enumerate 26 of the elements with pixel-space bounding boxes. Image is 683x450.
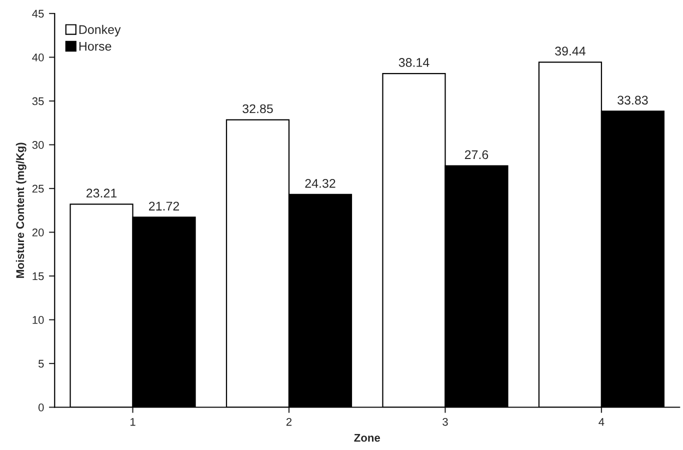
legend-label: Donkey <box>79 24 121 36</box>
y-tick-label: 5 <box>38 360 44 368</box>
y-tick-label: 10 <box>32 316 44 324</box>
y-tick-label: 25 <box>32 184 44 193</box>
x-tick-label: 3 <box>442 418 448 426</box>
x-tick-label: 2 <box>286 418 292 426</box>
y-tick-label: 40 <box>32 54 44 62</box>
x-tick-label: 1 <box>130 418 136 426</box>
data-label: 27.6 <box>464 150 488 160</box>
y-tick-label: 15 <box>32 272 44 280</box>
y-tick-label: 45 <box>32 10 44 18</box>
data-label: 21.72 <box>148 202 180 210</box>
x-axis-title: Zone <box>354 434 380 442</box>
legend-label: Horse <box>79 42 112 51</box>
x-tick-label: 4 <box>598 418 604 426</box>
y-axis-title: Moisture Content (mg/Kg) <box>16 142 26 278</box>
data-label: 24.32 <box>305 178 336 188</box>
data-label: 33.83 <box>618 96 648 105</box>
data-label: 32.85 <box>242 104 273 114</box>
y-tick-label: 0 <box>38 404 44 412</box>
y-tick-label: 35 <box>32 97 44 106</box>
data-label: 38.14 <box>398 58 430 67</box>
data-label: 39.44 <box>555 46 586 56</box>
y-tick-label: 30 <box>32 141 44 149</box>
y-tick-label: 20 <box>32 228 44 236</box>
data-label: 23.21 <box>86 188 117 198</box>
